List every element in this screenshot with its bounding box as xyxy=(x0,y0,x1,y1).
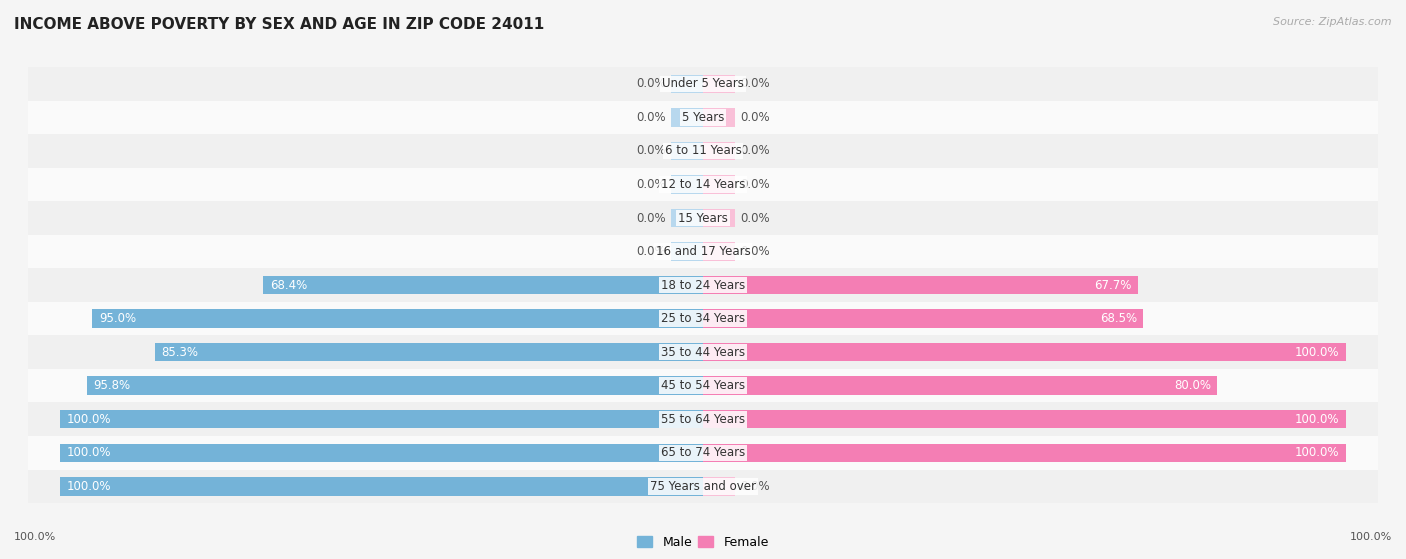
Text: 0.0%: 0.0% xyxy=(636,245,665,258)
Legend: Male, Female: Male, Female xyxy=(633,530,773,553)
Text: 0.0%: 0.0% xyxy=(741,245,770,258)
Bar xyxy=(28,134,1378,168)
Bar xyxy=(155,343,703,362)
Bar xyxy=(28,335,1378,369)
Bar xyxy=(28,235,1378,268)
Text: 35 to 44 Years: 35 to 44 Years xyxy=(661,345,745,359)
Bar xyxy=(671,243,703,260)
Bar xyxy=(671,108,703,126)
Bar xyxy=(671,209,703,227)
Text: 100.0%: 100.0% xyxy=(66,446,111,459)
Text: 15 Years: 15 Years xyxy=(678,211,728,225)
Bar xyxy=(28,268,1378,302)
Text: 85.3%: 85.3% xyxy=(162,345,198,359)
Bar xyxy=(28,402,1378,436)
Text: 16 and 17 Years: 16 and 17 Years xyxy=(655,245,751,258)
Text: 0.0%: 0.0% xyxy=(741,77,770,91)
Text: 95.8%: 95.8% xyxy=(94,379,131,392)
Text: 0.0%: 0.0% xyxy=(741,480,770,493)
Bar xyxy=(703,477,735,496)
Bar xyxy=(703,276,1137,294)
Bar xyxy=(671,175,703,193)
Text: 68.5%: 68.5% xyxy=(1099,312,1137,325)
Bar xyxy=(703,410,1346,429)
Bar xyxy=(28,201,1378,235)
Text: 68.4%: 68.4% xyxy=(270,278,307,292)
Bar xyxy=(703,310,1143,328)
Text: 0.0%: 0.0% xyxy=(741,111,770,124)
Bar xyxy=(28,436,1378,470)
Text: 45 to 54 Years: 45 to 54 Years xyxy=(661,379,745,392)
Text: 100.0%: 100.0% xyxy=(14,532,56,542)
Text: 18 to 24 Years: 18 to 24 Years xyxy=(661,278,745,292)
Bar xyxy=(263,276,703,294)
Text: 100.0%: 100.0% xyxy=(66,413,111,426)
Text: 80.0%: 80.0% xyxy=(1174,379,1211,392)
Text: 95.0%: 95.0% xyxy=(98,312,136,325)
Bar xyxy=(60,444,703,462)
Text: 0.0%: 0.0% xyxy=(741,211,770,225)
Bar xyxy=(60,477,703,496)
Bar xyxy=(28,369,1378,402)
Text: 0.0%: 0.0% xyxy=(636,77,665,91)
Text: 67.7%: 67.7% xyxy=(1094,278,1132,292)
Bar xyxy=(703,108,735,126)
Text: 12 to 14 Years: 12 to 14 Years xyxy=(661,178,745,191)
Text: 0.0%: 0.0% xyxy=(636,178,665,191)
Text: 55 to 64 Years: 55 to 64 Years xyxy=(661,413,745,426)
Bar xyxy=(28,168,1378,201)
Bar xyxy=(28,302,1378,335)
Text: 5 Years: 5 Years xyxy=(682,111,724,124)
Bar xyxy=(87,377,703,395)
Bar xyxy=(703,243,735,260)
Bar xyxy=(703,209,735,227)
Text: 100.0%: 100.0% xyxy=(1295,413,1340,426)
Bar xyxy=(28,101,1378,134)
Text: 25 to 34 Years: 25 to 34 Years xyxy=(661,312,745,325)
Bar xyxy=(28,67,1378,101)
Text: 6 to 11 Years: 6 to 11 Years xyxy=(665,144,741,158)
Text: 65 to 74 Years: 65 to 74 Years xyxy=(661,446,745,459)
Bar xyxy=(671,142,703,160)
Text: 0.0%: 0.0% xyxy=(636,211,665,225)
Bar xyxy=(703,444,1346,462)
Bar xyxy=(671,74,703,93)
Text: 100.0%: 100.0% xyxy=(66,480,111,493)
Text: INCOME ABOVE POVERTY BY SEX AND AGE IN ZIP CODE 24011: INCOME ABOVE POVERTY BY SEX AND AGE IN Z… xyxy=(14,17,544,32)
Bar xyxy=(703,142,735,160)
Text: 0.0%: 0.0% xyxy=(741,144,770,158)
Text: 0.0%: 0.0% xyxy=(636,144,665,158)
Text: 75 Years and over: 75 Years and over xyxy=(650,480,756,493)
Text: 100.0%: 100.0% xyxy=(1295,345,1340,359)
Text: Under 5 Years: Under 5 Years xyxy=(662,77,744,91)
Bar xyxy=(28,470,1378,503)
Text: 0.0%: 0.0% xyxy=(636,111,665,124)
Bar xyxy=(60,410,703,429)
Text: Source: ZipAtlas.com: Source: ZipAtlas.com xyxy=(1274,17,1392,27)
Bar xyxy=(703,377,1218,395)
Bar xyxy=(703,74,735,93)
Text: 100.0%: 100.0% xyxy=(1295,446,1340,459)
Text: 100.0%: 100.0% xyxy=(1350,532,1392,542)
Text: 0.0%: 0.0% xyxy=(741,178,770,191)
Bar xyxy=(703,175,735,193)
Bar xyxy=(703,343,1346,362)
Bar xyxy=(93,310,703,328)
